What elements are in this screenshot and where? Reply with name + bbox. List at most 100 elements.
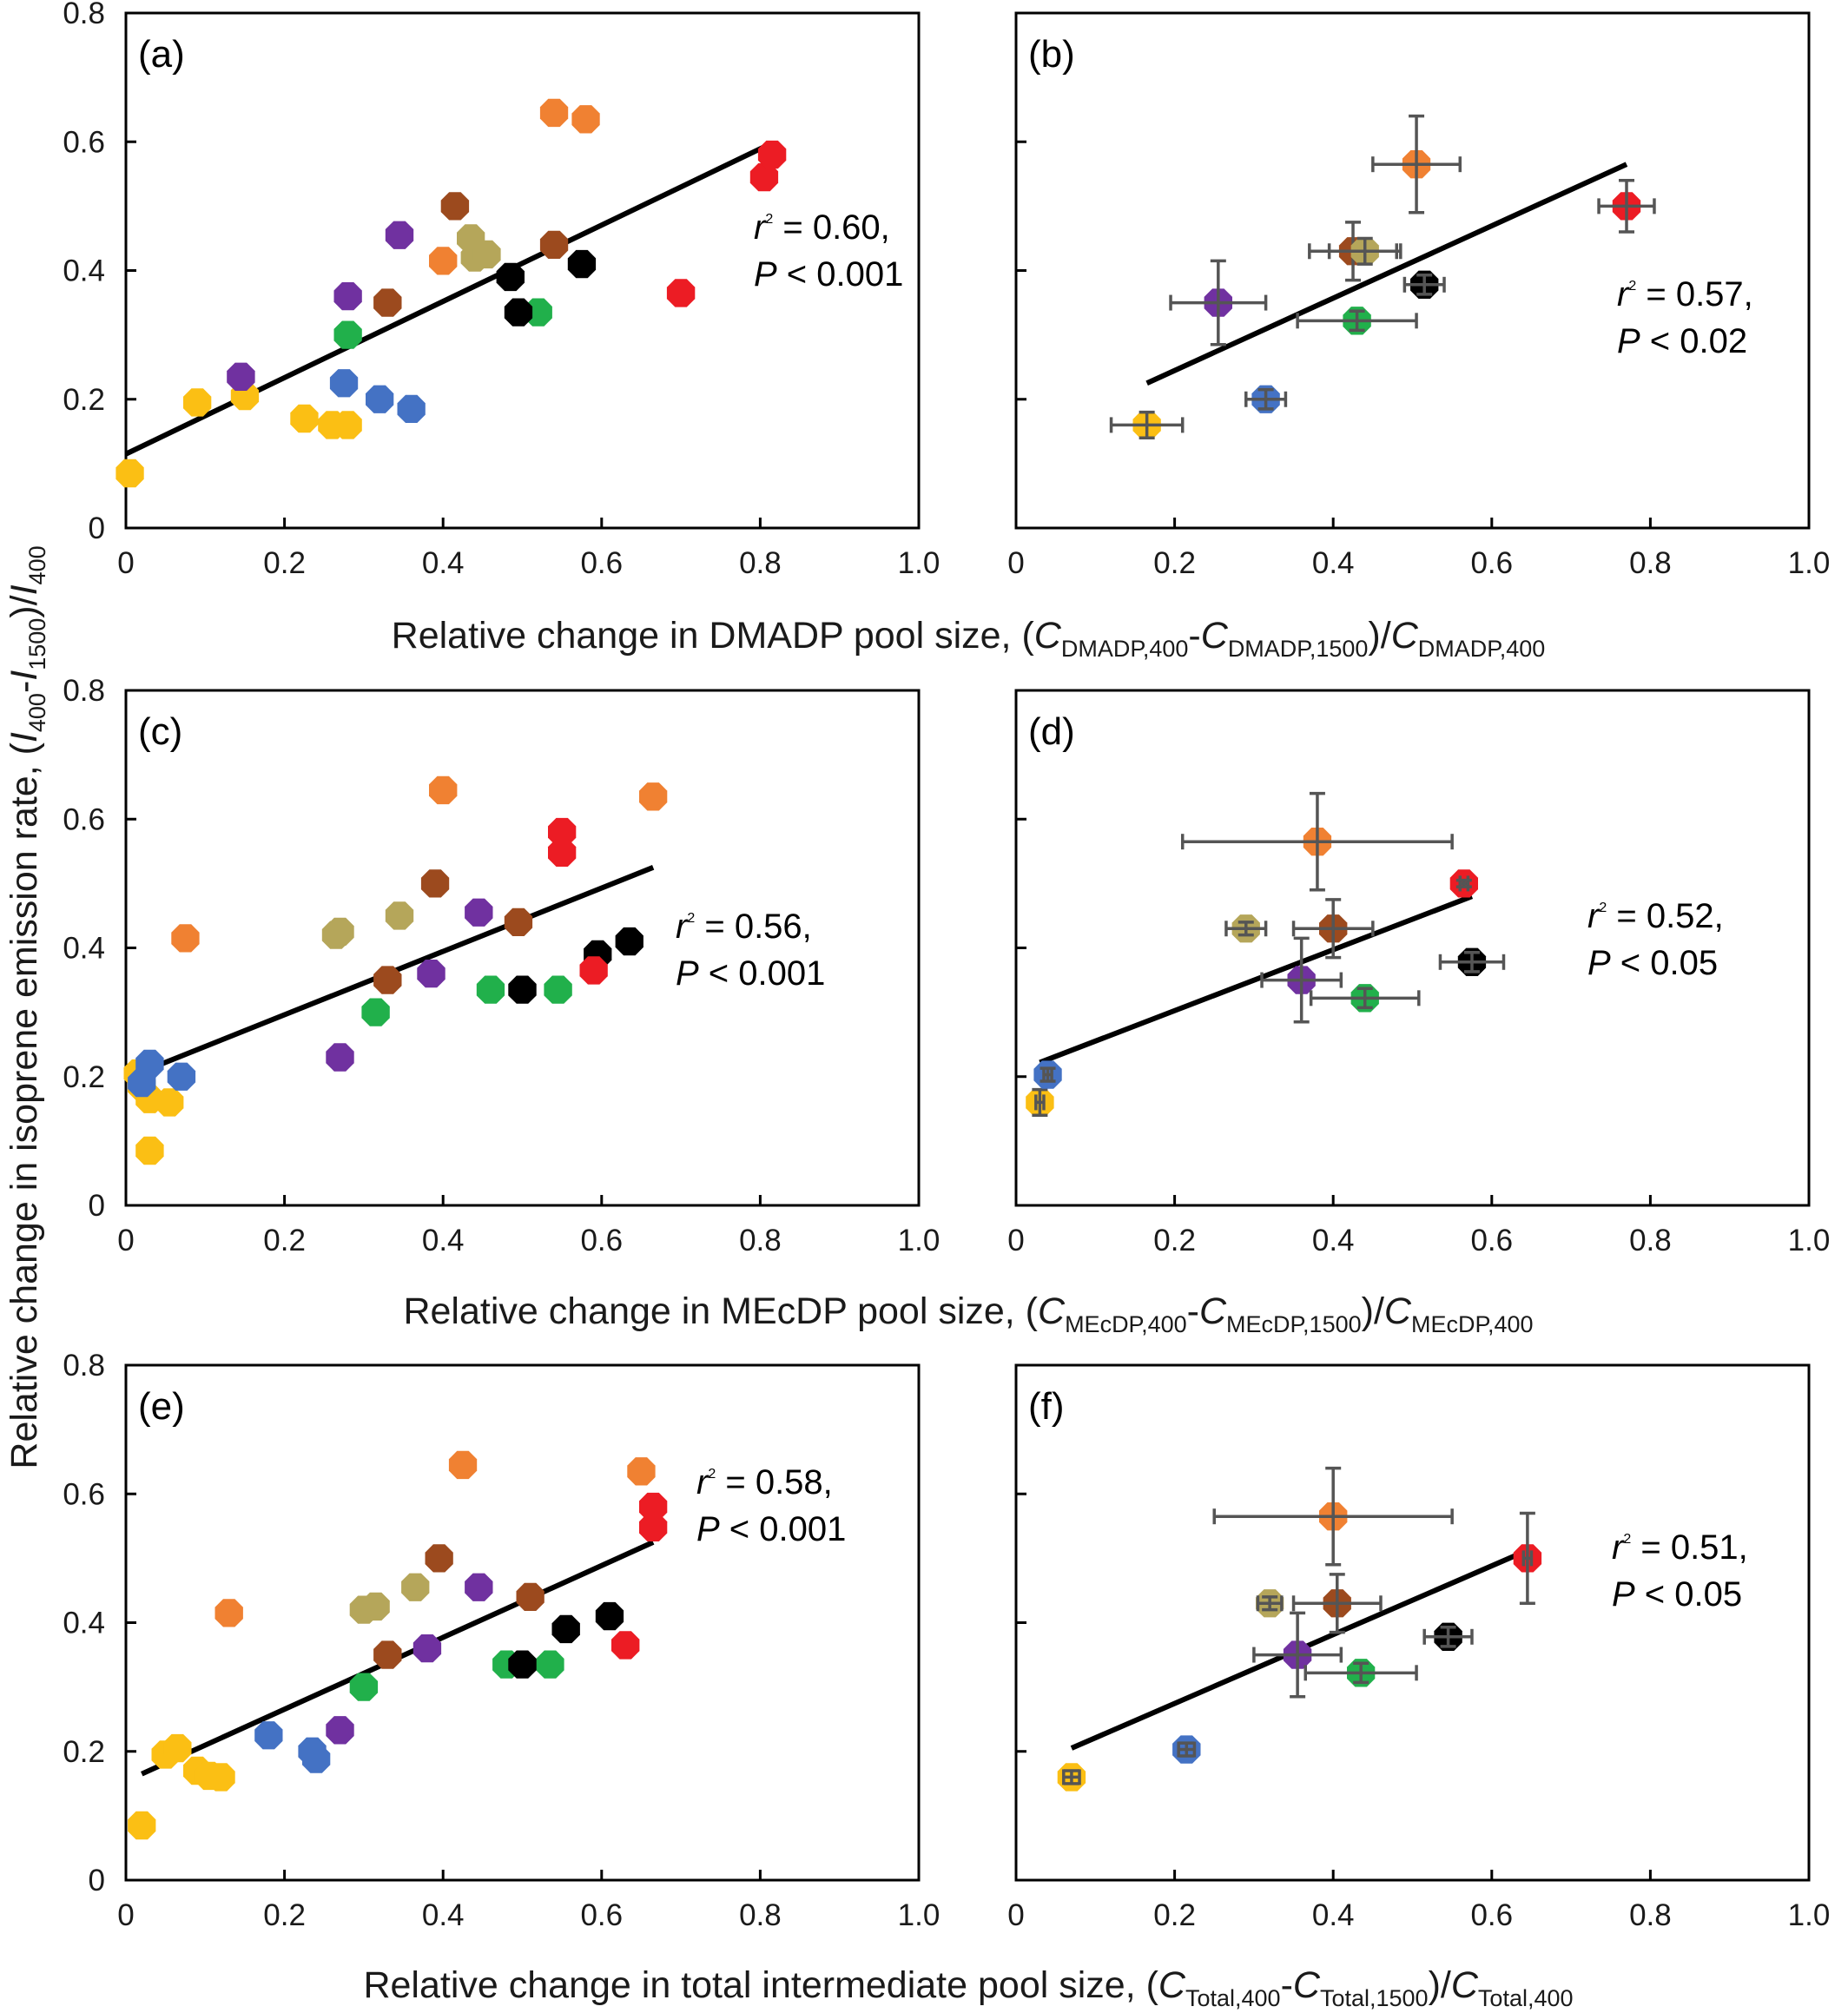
data-point-brown	[504, 908, 533, 936]
data-point-purple	[326, 1716, 354, 1745]
y-tick-label: 0.6	[63, 802, 105, 836]
data-point-brown	[539, 230, 569, 259]
data-point-red	[757, 140, 787, 169]
x-tick-label: 0.4	[1312, 1224, 1355, 1257]
point-marker	[163, 1733, 192, 1763]
data-point-yellow	[333, 411, 362, 439]
data-point-green	[1296, 307, 1418, 335]
point-marker	[290, 404, 319, 433]
y-tick-label: 0.4	[63, 1607, 105, 1640]
point-marker	[465, 898, 493, 927]
x-tick-label: 1.0	[898, 546, 940, 580]
point-marker	[302, 1745, 331, 1773]
r-squared-label: r2 = 0.60,	[754, 208, 890, 247]
point-marker	[579, 956, 608, 985]
point-marker	[167, 1062, 196, 1091]
data-point-orange	[171, 924, 200, 953]
point-marker	[333, 411, 362, 439]
point-marker	[567, 249, 597, 279]
x-tick-label: 0.6	[580, 1898, 623, 1932]
data-point-blue	[329, 369, 359, 398]
y-tick-label: 0	[89, 512, 105, 545]
data-point-blue	[1244, 385, 1288, 413]
data-point-orange	[639, 782, 668, 811]
panel-label: (f)	[1028, 1385, 1065, 1428]
point-marker	[155, 1088, 184, 1117]
point-marker	[349, 1673, 379, 1701]
data-point-blue	[366, 385, 394, 413]
data-point-purple	[333, 282, 362, 311]
data-point-green	[476, 975, 505, 1004]
data-point-red	[639, 1492, 668, 1521]
data-point-brown	[373, 1640, 402, 1669]
panels: 0 0.2 0.4 0.6 0.8 1.0 0 0.2 0.4 0.6 0.8 (a) r2 = 0.6…	[63, 0, 1830, 1932]
point-marker	[465, 1573, 493, 1601]
point-marker	[366, 385, 394, 413]
x-tick-label: 0.6	[1470, 1898, 1513, 1932]
x-tick-label: 1.0	[1788, 1898, 1831, 1932]
panel-e: 0 0.2 0.4 0.6 0.8 1.0 0 0.2 0.4 0.6 0.8 (e) r2 = 0.5…	[63, 1349, 940, 1932]
data-point-blue	[1172, 1735, 1201, 1764]
x-tick-label: 0.8	[739, 546, 782, 580]
point-marker	[373, 288, 402, 317]
y-tick-label: 0.8	[63, 1349, 105, 1383]
data-point-blue	[128, 1069, 156, 1098]
point-marker	[326, 917, 354, 947]
panel-c: 0 0.2 0.4 0.6 0.8 1.0 0 0.2 0.4 0.6 0.8 (c) r2 = 0.5…	[63, 674, 940, 1257]
data-point-olive	[472, 240, 501, 269]
panel-d: 0 0.2 0.4 0.6 0.8 1.0 (d) r2 = 0.52, P < 0.05	[1007, 689, 1830, 1257]
p-value-label: P < 0.05	[1612, 1575, 1742, 1614]
point-marker	[425, 1544, 453, 1573]
x-tick-label: 0	[1007, 1224, 1024, 1257]
data-point-orange	[571, 105, 600, 134]
data-point-orange	[1371, 114, 1462, 214]
data-point-red	[611, 1631, 640, 1660]
data-point-orange	[627, 1457, 656, 1486]
p-value-label: P < 0.001	[754, 255, 903, 294]
point-marker	[128, 1811, 156, 1840]
x-axis-title-total: Relative change in total intermediate po…	[363, 1964, 1573, 2011]
x-tick-label: 0.6	[580, 1224, 623, 1257]
data-point-brown	[420, 869, 450, 898]
point-marker	[504, 298, 533, 327]
point-marker	[571, 105, 600, 134]
data-point-green	[536, 1650, 564, 1679]
point-marker	[472, 240, 501, 269]
data-point-blue	[397, 394, 426, 423]
data-point-orange	[1180, 791, 1454, 892]
x-tick-label: 0.4	[422, 1898, 465, 1932]
point-marker	[412, 1634, 442, 1663]
data-point-green	[544, 975, 572, 1004]
point-marker	[171, 924, 200, 953]
x-tick-label: 1.0	[1788, 546, 1831, 580]
x-tick-label: 0.2	[1153, 1898, 1196, 1932]
y-axis-title: Relative change in isoprene emission rat…	[3, 545, 50, 1468]
data-point-purple	[1252, 1611, 1343, 1699]
point-marker	[227, 362, 255, 391]
data-point-red	[639, 1513, 668, 1541]
point-marker	[329, 369, 359, 398]
point-marker	[385, 901, 414, 930]
p-value-label: P < 0.001	[696, 1510, 846, 1548]
data-point-purple	[465, 898, 493, 927]
panel-a: 0 0.2 0.4 0.6 0.8 1.0 0 0.2 0.4 0.6 0.8 (a) r2 = 0.6…	[63, 0, 940, 580]
x-tick-label: 0.2	[1153, 546, 1196, 580]
data-point-black	[504, 298, 533, 327]
data-point-purple	[385, 221, 414, 249]
data-point-orange	[448, 1450, 478, 1480]
x-tick-label: 0	[117, 1898, 134, 1932]
point-marker	[516, 1582, 544, 1611]
y-tick-label: 0.2	[63, 1735, 105, 1769]
data-point-green	[361, 998, 390, 1026]
point-marker	[544, 975, 572, 1004]
point-marker	[116, 459, 144, 488]
x-tick-label: 0.6	[1470, 546, 1513, 580]
data-point-purple	[417, 960, 446, 988]
point-marker	[401, 1573, 430, 1601]
data-point-black	[551, 1614, 580, 1644]
point-marker	[615, 927, 644, 956]
data-point-red	[548, 817, 577, 847]
data-point-olive	[1327, 236, 1402, 266]
data-point-black	[1438, 947, 1506, 976]
